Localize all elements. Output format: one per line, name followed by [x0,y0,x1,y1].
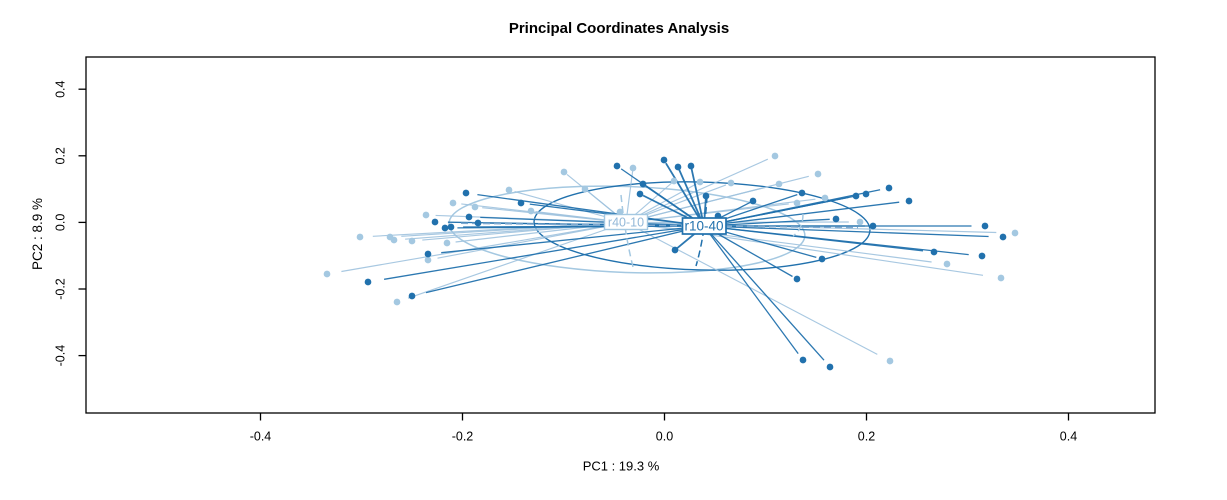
svg-text:0.4: 0.4 [54,80,68,97]
svg-text:r40-10: r40-10 [608,216,644,230]
svg-text:0.4: 0.4 [1060,430,1077,444]
svg-text:0.2: 0.2 [54,147,68,164]
svg-text:-0.4: -0.4 [54,345,68,367]
svg-text:0.0: 0.0 [54,214,68,231]
svg-text:PC2 : 8.9 %: PC2 : 8.9 % [30,198,45,270]
svg-text:-0.2: -0.2 [54,278,68,300]
svg-text:0.0: 0.0 [656,430,673,444]
svg-text:r10-40: r10-40 [684,219,723,234]
svg-text:0.2: 0.2 [858,430,875,444]
svg-text:Principal Coordinates Analysis: Principal Coordinates Analysis [509,20,729,37]
svg-text:PC1 : 19.3 %: PC1 : 19.3 % [583,459,660,474]
svg-text:-0.4: -0.4 [250,430,272,444]
svg-text:-0.2: -0.2 [452,430,474,444]
